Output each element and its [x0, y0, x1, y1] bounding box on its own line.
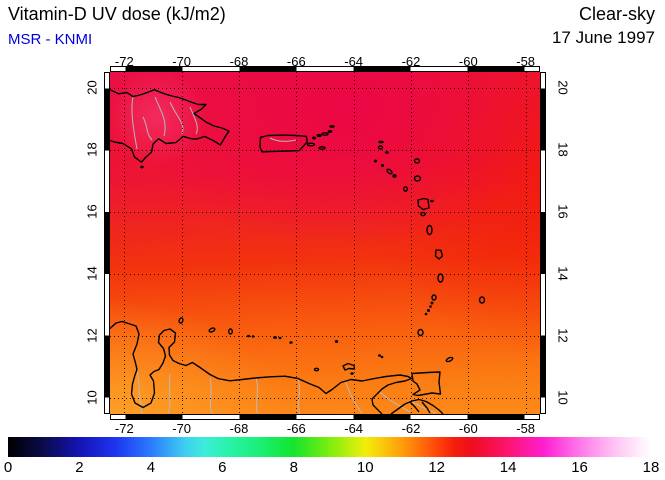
- gridline-lon--58: [525, 72, 527, 414]
- gridline-lat-10: [110, 398, 540, 400]
- gridline-lat-14: [110, 274, 540, 276]
- gridline-lat-20: [110, 87, 540, 89]
- gridline-lat-16: [110, 211, 540, 213]
- lon-tick-top--58: -58: [516, 54, 536, 69]
- colorbar-tick-16: 16: [571, 459, 588, 476]
- lon-tick-top--68: -68: [229, 54, 249, 69]
- lat-tick-left-20: 20: [84, 79, 100, 95]
- lat-tick-right-20: 20: [555, 79, 571, 95]
- frame-zebra-bottom: [110, 414, 540, 420]
- gridline-lon--70: [181, 72, 183, 414]
- lat-tick-left-14: 14: [84, 266, 100, 281]
- lon-tick-bottom--70: -70: [172, 421, 192, 436]
- lat-tick-left-18: 18: [84, 141, 100, 157]
- lon-tick-bottom--66: -66: [286, 421, 306, 436]
- lon-tick-top--70: -70: [172, 54, 192, 69]
- lat-tick-right-14: 14: [555, 266, 571, 281]
- map-frame: [104, 66, 546, 420]
- lon-tick-top--64: -64: [344, 54, 364, 69]
- lon-tick-bottom--60: -60: [458, 421, 478, 436]
- lat-tick-right-16: 16: [555, 204, 571, 219]
- lat-tick-left-16: 16: [84, 204, 100, 219]
- frame-zebra-left: [104, 72, 110, 414]
- lon-tick-top--62: -62: [401, 54, 421, 69]
- frame-zebra-top: [110, 66, 540, 72]
- coastlines-svg: [110, 89, 486, 414]
- gridline-lon--62: [411, 72, 412, 414]
- colorbar-tick-2: 2: [75, 459, 84, 476]
- colorbar: [8, 437, 651, 457]
- gridline-lat-18: [110, 149, 540, 151]
- colorbar-tick-4: 4: [146, 459, 156, 476]
- lon-tick-bottom--64: -64: [344, 421, 364, 436]
- lat-tick-left-12: 12: [84, 328, 100, 343]
- data-source-label: MSR - KNMI: [8, 31, 93, 48]
- gridline-lon--60: [468, 72, 470, 414]
- lon-tick-top--60: -60: [458, 54, 478, 69]
- gridline-lon--68: [239, 72, 240, 414]
- lon-tick-bottom--68: -68: [229, 421, 249, 436]
- lat-tick-right-12: 12: [555, 328, 571, 343]
- frame-zebra-right: [540, 72, 546, 414]
- lon-tick-bottom--72: -72: [114, 421, 134, 436]
- lat-tick-left-10: 10: [84, 390, 100, 406]
- gridline-lon--66: [296, 72, 298, 414]
- sky-condition-label: Clear-sky: [578, 4, 655, 24]
- lat-tick-right-10: 10: [555, 390, 571, 406]
- gridline-lon--72: [124, 72, 126, 414]
- colorbar-tick-18: 18: [642, 459, 660, 476]
- date-label: 17 June 1997: [551, 28, 655, 47]
- colorbar-tick-8: 8: [289, 459, 298, 476]
- lon-tick-bottom--62: -62: [401, 421, 421, 436]
- page-title: Vitamin-D UV dose (kJ/m2): [8, 4, 226, 24]
- gridline-lat-12: [110, 336, 540, 338]
- lon-tick-top--72: -72: [114, 54, 134, 69]
- colorbar-tick-10: 10: [356, 459, 374, 476]
- colorbar-labels: 0 2 4 6 8 10 12 14 16 18: [4, 459, 660, 477]
- lat-tick-right-18: 18: [555, 141, 571, 157]
- uv-dose-field: [110, 72, 540, 414]
- lon-tick-bottom--58: -58: [516, 421, 536, 436]
- lon-tick-top--66: -66: [286, 54, 306, 69]
- gridline-lon--64: [353, 72, 355, 414]
- colorbar-tick-14: 14: [499, 459, 517, 476]
- colorbar-tick-12: 12: [428, 459, 445, 476]
- colorbar-tick-6: 6: [218, 459, 227, 476]
- colorbar-tick-0: 0: [3, 459, 13, 476]
